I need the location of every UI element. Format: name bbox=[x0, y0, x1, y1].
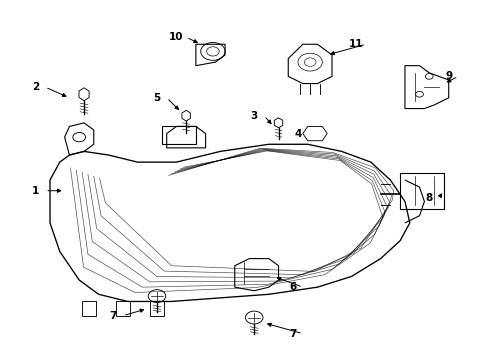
Text: 7: 7 bbox=[289, 329, 296, 339]
Text: 5: 5 bbox=[153, 93, 160, 103]
Text: 6: 6 bbox=[289, 282, 296, 292]
Text: 11: 11 bbox=[348, 39, 363, 49]
Text: 9: 9 bbox=[444, 71, 451, 81]
Text: 3: 3 bbox=[250, 111, 257, 121]
Text: 8: 8 bbox=[425, 193, 432, 203]
Text: 4: 4 bbox=[294, 129, 301, 139]
Text: 7: 7 bbox=[109, 311, 117, 321]
Text: 10: 10 bbox=[169, 32, 183, 42]
Text: 1: 1 bbox=[32, 186, 39, 196]
Text: 2: 2 bbox=[32, 82, 39, 92]
